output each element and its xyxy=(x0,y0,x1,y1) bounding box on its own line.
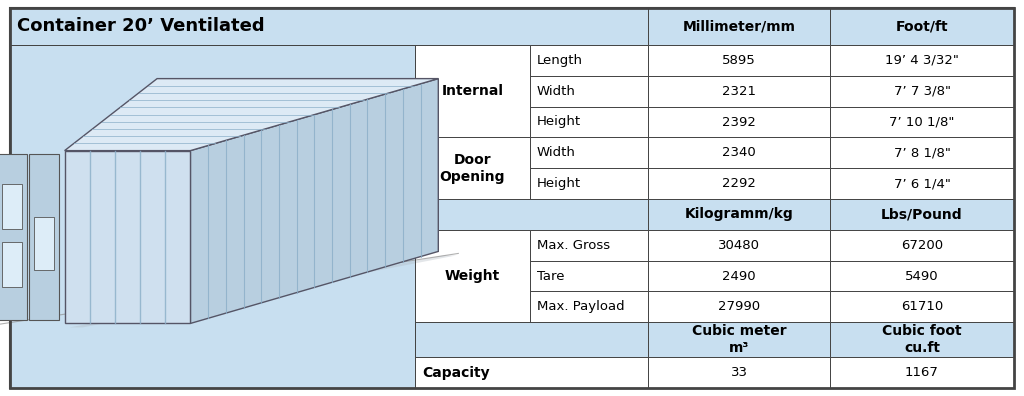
FancyBboxPatch shape xyxy=(10,8,1014,388)
FancyBboxPatch shape xyxy=(10,357,415,388)
Text: 5895: 5895 xyxy=(722,54,756,67)
FancyBboxPatch shape xyxy=(830,168,1014,199)
Text: Width: Width xyxy=(537,146,575,159)
FancyBboxPatch shape xyxy=(648,45,830,76)
Text: Millimeter/mm: Millimeter/mm xyxy=(683,19,796,34)
Text: Length: Length xyxy=(537,54,583,67)
Text: 27990: 27990 xyxy=(718,300,760,313)
FancyBboxPatch shape xyxy=(415,137,530,199)
FancyBboxPatch shape xyxy=(10,322,648,357)
Text: 2340: 2340 xyxy=(722,146,756,159)
Text: 2490: 2490 xyxy=(722,270,756,283)
FancyBboxPatch shape xyxy=(830,76,1014,107)
Polygon shape xyxy=(34,217,53,270)
Text: 61710: 61710 xyxy=(901,300,943,313)
Polygon shape xyxy=(2,184,22,228)
FancyBboxPatch shape xyxy=(530,45,648,76)
Text: 30480: 30480 xyxy=(718,239,760,252)
FancyBboxPatch shape xyxy=(10,8,648,45)
FancyBboxPatch shape xyxy=(415,230,530,322)
Text: Foot/ft: Foot/ft xyxy=(896,19,948,34)
Text: Tare: Tare xyxy=(537,270,564,283)
FancyBboxPatch shape xyxy=(648,261,830,291)
FancyBboxPatch shape xyxy=(648,357,830,388)
Text: 67200: 67200 xyxy=(901,239,943,252)
Text: 7’ 10 1/8": 7’ 10 1/8" xyxy=(889,116,954,128)
Text: Internal: Internal xyxy=(441,84,504,98)
FancyBboxPatch shape xyxy=(830,8,1014,45)
FancyBboxPatch shape xyxy=(830,107,1014,137)
FancyBboxPatch shape xyxy=(10,45,415,388)
FancyBboxPatch shape xyxy=(530,291,648,322)
FancyBboxPatch shape xyxy=(530,261,648,291)
Polygon shape xyxy=(0,154,27,320)
Text: Cubic foot
cu.ft: Cubic foot cu.ft xyxy=(883,324,962,355)
Text: Max. Gross: Max. Gross xyxy=(537,239,610,252)
Text: Capacity: Capacity xyxy=(422,366,489,380)
Text: Weight: Weight xyxy=(444,269,500,283)
Text: Height: Height xyxy=(537,177,582,190)
FancyBboxPatch shape xyxy=(648,322,830,357)
FancyBboxPatch shape xyxy=(830,261,1014,291)
Text: Cubic meter
m³: Cubic meter m³ xyxy=(691,324,786,355)
FancyBboxPatch shape xyxy=(648,76,830,107)
FancyBboxPatch shape xyxy=(648,107,830,137)
Text: 2392: 2392 xyxy=(722,116,756,128)
FancyBboxPatch shape xyxy=(10,199,648,230)
Text: 2321: 2321 xyxy=(722,85,756,98)
Text: 7’ 6 1/4": 7’ 6 1/4" xyxy=(894,177,950,190)
FancyBboxPatch shape xyxy=(530,76,648,107)
FancyBboxPatch shape xyxy=(530,107,648,137)
Text: 33: 33 xyxy=(730,366,748,379)
Polygon shape xyxy=(2,242,22,287)
Text: Door
Opening: Door Opening xyxy=(439,152,505,184)
Text: 7’ 7 3/8": 7’ 7 3/8" xyxy=(894,85,950,98)
Text: 19’ 4 3/32": 19’ 4 3/32" xyxy=(885,54,958,67)
FancyBboxPatch shape xyxy=(415,45,530,137)
Polygon shape xyxy=(65,79,438,150)
FancyBboxPatch shape xyxy=(648,8,830,45)
Polygon shape xyxy=(70,255,457,327)
Polygon shape xyxy=(29,154,58,320)
Text: 1167: 1167 xyxy=(905,366,939,379)
FancyBboxPatch shape xyxy=(830,230,1014,261)
Text: Height: Height xyxy=(537,116,582,128)
Text: Kilogramm/kg: Kilogramm/kg xyxy=(685,208,794,221)
FancyBboxPatch shape xyxy=(830,199,1014,230)
Polygon shape xyxy=(190,79,438,324)
FancyBboxPatch shape xyxy=(530,168,648,199)
FancyBboxPatch shape xyxy=(415,357,648,388)
FancyBboxPatch shape xyxy=(830,291,1014,322)
FancyBboxPatch shape xyxy=(648,230,830,261)
FancyBboxPatch shape xyxy=(830,322,1014,357)
FancyBboxPatch shape xyxy=(830,137,1014,168)
FancyBboxPatch shape xyxy=(648,137,830,168)
FancyBboxPatch shape xyxy=(830,45,1014,76)
Text: 5490: 5490 xyxy=(905,270,939,283)
Text: Width: Width xyxy=(537,85,575,98)
FancyBboxPatch shape xyxy=(830,357,1014,388)
FancyBboxPatch shape xyxy=(648,168,830,199)
Text: 2292: 2292 xyxy=(722,177,756,190)
Text: Container 20’ Ventilated: Container 20’ Ventilated xyxy=(17,17,264,36)
FancyBboxPatch shape xyxy=(648,291,830,322)
FancyBboxPatch shape xyxy=(530,230,648,261)
Text: Lbs/Pound: Lbs/Pound xyxy=(882,208,963,221)
Text: Max. Payload: Max. Payload xyxy=(537,300,625,313)
FancyBboxPatch shape xyxy=(648,199,830,230)
Text: 7’ 8 1/8": 7’ 8 1/8" xyxy=(894,146,950,159)
FancyBboxPatch shape xyxy=(530,137,648,168)
Polygon shape xyxy=(65,150,190,324)
